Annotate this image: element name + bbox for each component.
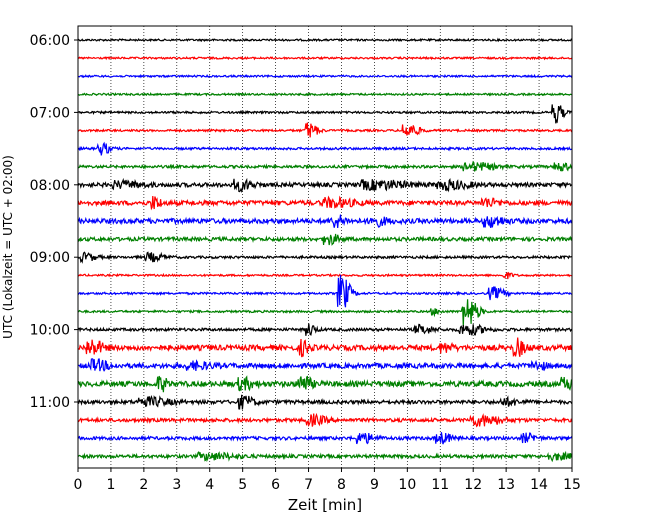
y-tick-label: 06:00	[30, 33, 70, 49]
seismic-trace	[77, 195, 573, 211]
x-axis-label: Zeit [min]	[288, 496, 362, 514]
x-tick-label: 3	[172, 477, 181, 493]
seismic-trace	[77, 37, 572, 43]
seismic-trace	[77, 323, 573, 336]
x-tick-label: 1	[106, 477, 115, 493]
seismic-trace	[77, 73, 573, 79]
seismic-trace	[77, 214, 573, 228]
seismic-trace	[77, 358, 573, 372]
x-tick-label: 6	[271, 477, 280, 493]
seismic-traces	[77, 37, 573, 463]
seismic-trace	[77, 274, 573, 308]
seismic-trace	[77, 337, 573, 358]
seismic-trace	[77, 251, 573, 264]
y-tick-label: 11:00	[30, 395, 70, 411]
x-tick-label: 0	[74, 477, 83, 493]
seismic-trace	[77, 432, 573, 445]
y-axis-label: UTC (Lokalzeit = UTC + 02:00)	[1, 155, 15, 339]
plot-frame	[77, 25, 573, 469]
seismic-trace	[77, 412, 573, 428]
x-tick-label: 7	[304, 477, 313, 493]
seismic-trace	[77, 160, 572, 172]
y-tick-label: 07:00	[30, 105, 70, 121]
y-axis-ticks: 06:00 07:00 08:00 09:00 10:00 11:00	[30, 33, 78, 411]
x-tick-label: 8	[337, 477, 346, 493]
seismic-trace	[77, 394, 573, 410]
x-tick-label: 11	[431, 477, 449, 493]
seismic-trace	[77, 91, 573, 97]
seismic-trace	[77, 271, 573, 280]
seismic-trace	[77, 177, 573, 194]
x-axis-ticks: 0 1 2 3 4 5 6 7 8 9 10 11 12 13 14 15	[74, 468, 581, 493]
x-tick-label: 12	[464, 477, 482, 493]
seismic-trace	[77, 233, 573, 246]
x-tick-label: 14	[530, 477, 548, 493]
x-tick-label: 5	[238, 477, 247, 493]
x-tick-label: 13	[497, 477, 515, 493]
x-tick-label: 10	[398, 477, 416, 493]
seismic-trace	[78, 55, 573, 61]
x-tick-label: 4	[205, 477, 214, 493]
x-tick-label: 2	[139, 477, 148, 493]
seismic-trace	[78, 299, 573, 327]
x-tick-label: 15	[563, 477, 581, 493]
seismic-trace	[77, 122, 573, 138]
y-tick-label: 10:00	[30, 323, 70, 339]
seismic-trace	[77, 141, 573, 156]
y-tick-label: 09:00	[30, 250, 70, 266]
y-tick-label: 08:00	[30, 178, 70, 194]
seismic-trace	[77, 375, 573, 393]
seismic-trace	[77, 450, 573, 463]
seismic-trace	[77, 104, 573, 124]
x-tick-label: 9	[370, 477, 379, 493]
